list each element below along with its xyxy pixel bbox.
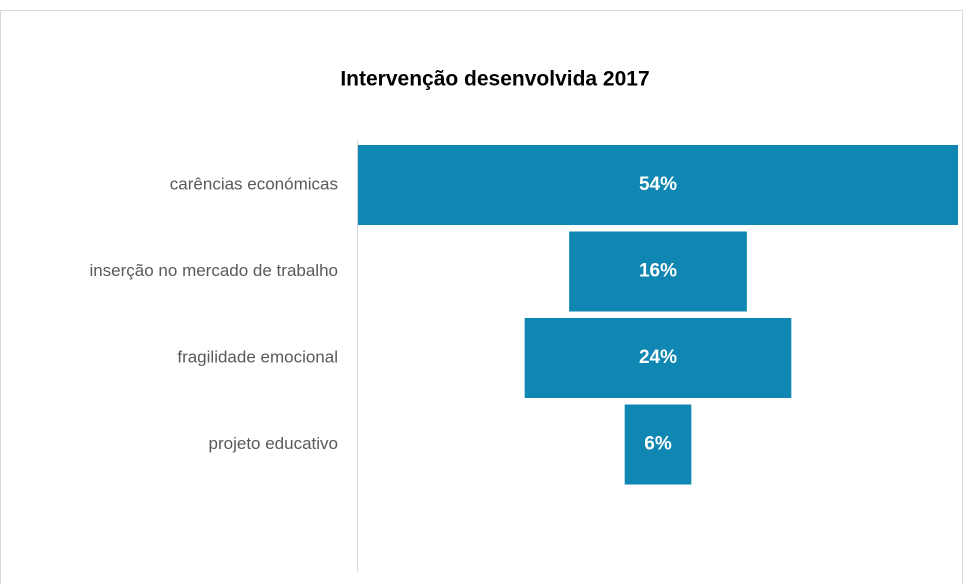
chart-border [0, 10, 963, 584]
category-label: projeto educativo [209, 434, 338, 453]
category-label: fragilidade emocional [177, 347, 338, 366]
funnel-bar [524, 318, 792, 398]
category-label: carências económicas [170, 174, 338, 193]
funnel-bar [624, 404, 692, 485]
category-label: inserção no mercado de trabalho [89, 261, 338, 280]
data-label: 6% [644, 434, 672, 455]
data-label: 16% [639, 261, 677, 282]
funnel-bar [569, 231, 747, 312]
data-label: 24% [639, 347, 677, 368]
data-label: 54% [639, 174, 677, 195]
chart-title: Intervenção desenvolvida 2017 [340, 68, 649, 91]
funnel-bar [358, 145, 958, 225]
